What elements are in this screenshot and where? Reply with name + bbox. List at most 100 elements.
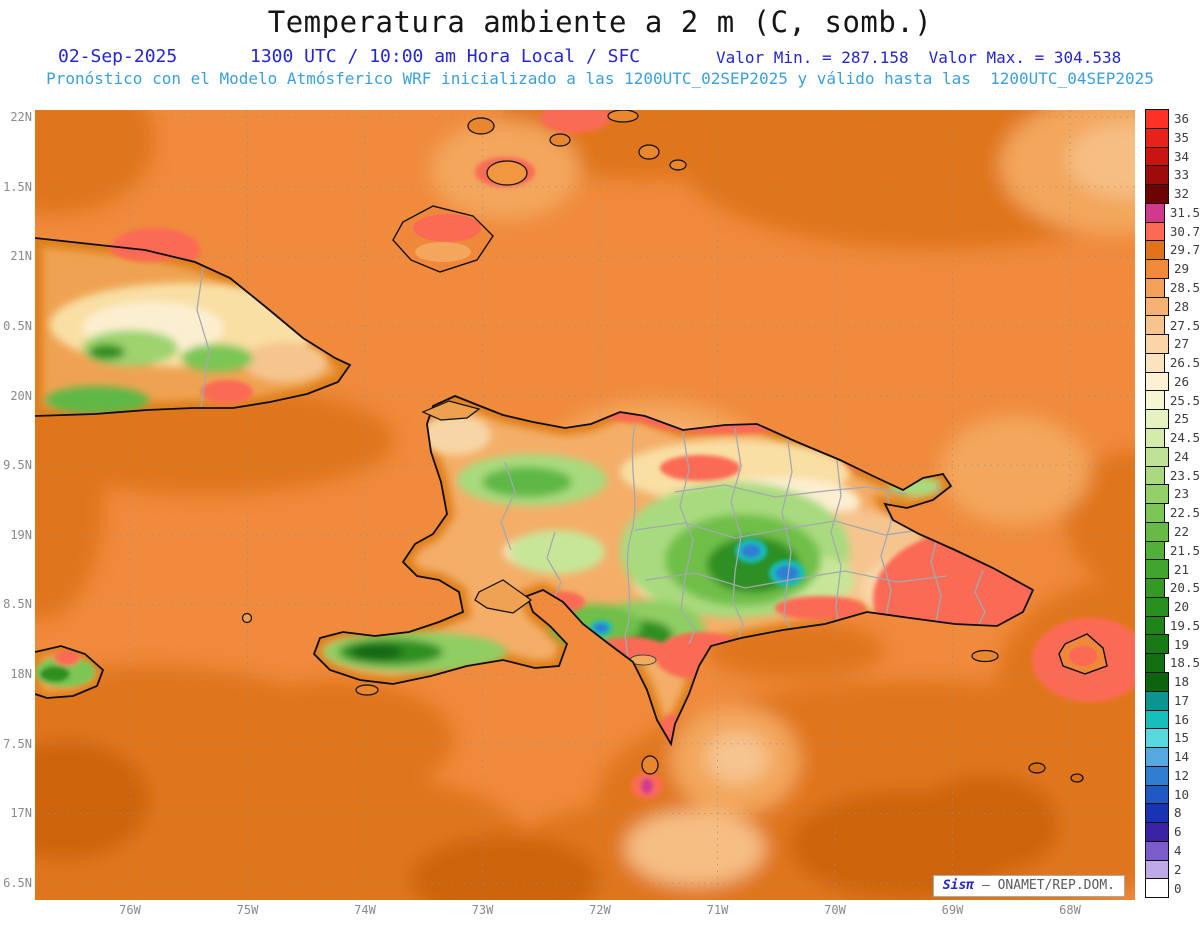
colorbar-label: 28.5: [1169, 280, 1200, 296]
saona-island: [971, 649, 999, 663]
colorbar-label: 24.5: [1169, 430, 1200, 446]
lat-tick-label: 0.5N: [3, 318, 32, 333]
lon-tick-label: 68W: [1059, 903, 1081, 917]
colorbar-label: 18.5: [1169, 655, 1200, 671]
lat-tick-label: 17N: [10, 806, 32, 821]
colorbar-entry: 23: [1145, 484, 1200, 505]
hispaniola-coastline: [312, 395, 1035, 747]
colorbar-entry: 22: [1145, 521, 1200, 542]
forecast-subtitle: Pronóstico con el Modelo Atmósferico WRF…: [46, 69, 1154, 88]
temperature-map-svg: [35, 110, 1135, 900]
colorbar-swatch: [1145, 559, 1169, 580]
colorbar-label: 23.5: [1169, 467, 1200, 483]
colorbar-entry: 32: [1145, 184, 1200, 204]
colorbar-entry: 26: [1145, 371, 1200, 392]
colorbar-swatch: [1145, 109, 1169, 129]
colorbar-label: 21: [1174, 561, 1190, 577]
colorbar-entry: 14: [1145, 747, 1200, 767]
page-title: Temperatura ambiente a 2 m (C, somb.): [267, 5, 933, 39]
watermark-org: [974, 878, 982, 893]
colorbar-entry: 15: [1145, 728, 1200, 749]
colorbar-entry: 24: [1145, 446, 1200, 467]
colorbar-entry: 17: [1145, 690, 1200, 711]
colorbar-label: 24: [1174, 448, 1190, 464]
lon-tick-label: 74W: [354, 903, 376, 917]
colorbar-label: 22.5: [1169, 505, 1200, 521]
colorbar-label: 26: [1174, 373, 1190, 389]
colorbar-entry: 33: [1145, 165, 1200, 186]
colorbar-label: 20.5: [1169, 580, 1200, 596]
colorbar-entry: 19: [1145, 634, 1200, 655]
lat-tick-label: 22N: [10, 110, 32, 124]
colorbar-label: 35: [1174, 129, 1190, 145]
colorbar-swatch: [1145, 202, 1165, 223]
colorbar-swatch: [1145, 784, 1169, 805]
colorbar-label: 30.7: [1169, 223, 1200, 239]
island-jamaica: [35, 645, 105, 699]
valid-time-label: 1300 UTC / 10:00 am Hora Local / SFC: [250, 46, 641, 67]
colorbar-swatch: [1145, 259, 1169, 279]
colorbar-entry: 18: [1145, 671, 1200, 692]
colorbar-label: 23: [1174, 486, 1190, 502]
colorbar-label: 21.5: [1169, 542, 1200, 558]
colorbar-swatch: [1145, 240, 1165, 261]
colorbar-swatch: [1145, 503, 1165, 523]
colorbar-label: 6: [1174, 824, 1182, 840]
jamaica-coastline: [35, 645, 105, 699]
tortuga-island: [421, 400, 481, 421]
colorbar-swatch: [1145, 615, 1165, 636]
colorbar-entry: 19.5: [1145, 615, 1200, 636]
colorbar-swatch: [1145, 596, 1169, 617]
beata-island: [641, 755, 659, 775]
lat-tick-label: 9.5N: [3, 458, 32, 473]
colorbar-swatch: [1145, 521, 1169, 542]
caicos-cay: [549, 133, 571, 147]
lat-tick-label: 20N: [10, 388, 32, 403]
colorbar-swatch: [1145, 352, 1165, 373]
colorbar-swatch: [1145, 878, 1169, 899]
colorbar-swatch: [1145, 465, 1165, 486]
colorbar-swatch: [1145, 653, 1165, 673]
colorbar-entry: 31.5: [1145, 202, 1200, 223]
colorbar-label: 29: [1174, 261, 1190, 277]
colorbar-label: 26.5: [1169, 355, 1200, 371]
lon-tick-label: 71W: [706, 903, 729, 917]
lat-tick-label: 6.5N: [3, 875, 32, 890]
colorbar-swatch: [1145, 371, 1169, 392]
lat-tick-label: 21N: [10, 249, 32, 264]
colorbar-entry: 20.5: [1145, 578, 1200, 598]
watermark-org-text: – ONAMET/REP.DOM.: [981, 878, 1115, 893]
lon-tick-label: 72W: [589, 903, 611, 917]
lat-tick-label: 7.5N: [3, 736, 32, 751]
colorbar-label: 33: [1174, 167, 1190, 183]
date-label: 02-Sep-2025: [58, 46, 178, 67]
lon-tick-label: 76W: [119, 903, 141, 917]
cuba-admin-border: [196, 267, 210, 409]
lat-tick-label: 1.5N: [3, 179, 32, 194]
colorbar-label: 0: [1174, 880, 1182, 896]
colorbar-swatch: [1145, 446, 1169, 467]
colorbar-label: 28: [1174, 298, 1190, 314]
colorbar: 36 35 34 33 32 31.5: [1145, 109, 1200, 899]
colorbar-label: 29.7: [1169, 242, 1200, 258]
colorbar-swatch: [1145, 315, 1165, 336]
watermark-brand: Sisπ: [942, 878, 975, 893]
colorbar-label: 32: [1174, 186, 1190, 202]
colorbar-label: 14: [1174, 749, 1190, 765]
colorbar-swatch: [1145, 277, 1165, 298]
colorbar-swatch: [1145, 690, 1169, 711]
lat-tick-label: 18N: [10, 667, 32, 681]
longitude-axis: 76W 75W 74W 73W 72W 71W 70W 69W 68W: [110, 903, 1090, 917]
colorbar-label: 8: [1174, 805, 1182, 821]
colorbar-label: 19: [1174, 636, 1190, 652]
colorbar-label: 25.5: [1169, 392, 1200, 408]
colorbar-entry: 26.5: [1145, 352, 1200, 373]
caicos-cay: [607, 110, 639, 123]
colorbar-entry: 18.5: [1145, 653, 1200, 673]
colorbar-label: 17: [1174, 692, 1190, 708]
colorbar-swatch: [1145, 428, 1165, 448]
colorbar-entry: 6: [1145, 822, 1200, 842]
colorbar-label: 4: [1174, 842, 1182, 858]
colorbar-swatch: [1145, 634, 1169, 655]
caicos-cay: [467, 117, 495, 135]
